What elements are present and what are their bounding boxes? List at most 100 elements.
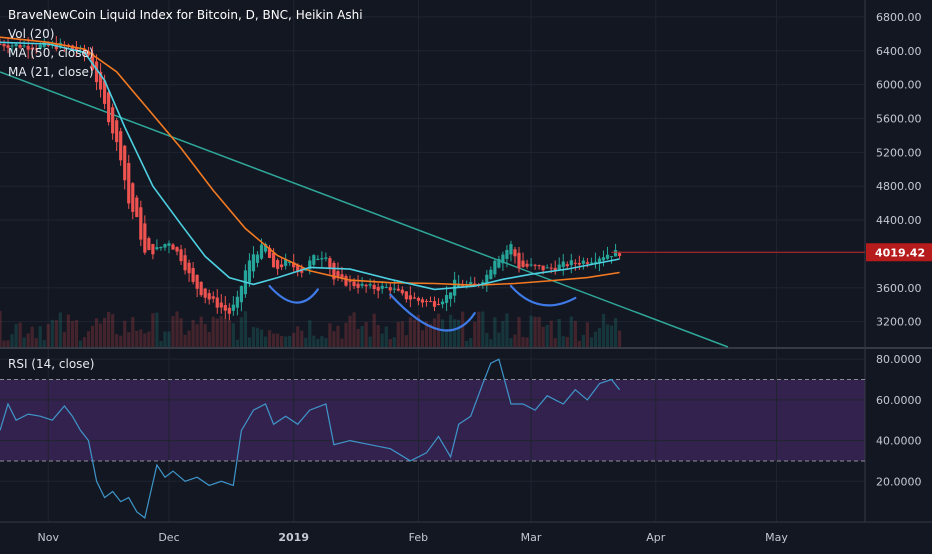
- volume-bar: [412, 319, 416, 347]
- volume-bar: [505, 313, 509, 347]
- volume-bar: [66, 314, 70, 347]
- volume-bar: [159, 340, 163, 347]
- candle-body: [255, 254, 260, 263]
- volume-bar: [473, 321, 477, 347]
- candle-body: [199, 281, 203, 296]
- candle-body: [203, 288, 207, 298]
- candle-body: [2, 44, 6, 47]
- candle-body: [569, 260, 573, 266]
- volume-bar: [601, 313, 606, 347]
- volume-bar: [489, 339, 493, 347]
- volume-bar: [187, 330, 191, 347]
- main-legend: BraveNewCoin Liquid Index for Bitcoin, D…: [8, 6, 363, 82]
- volume-bars: [0, 311, 622, 347]
- rsi-legend[interactable]: RSI (14, close): [8, 357, 95, 371]
- time-tick-label: Dec: [158, 531, 179, 544]
- candle-body: [147, 238, 151, 250]
- candle-body: [380, 285, 384, 289]
- candle-body: [219, 302, 223, 308]
- volume-bar: [82, 337, 87, 347]
- volume-bar: [585, 322, 589, 347]
- volume-bar: [593, 331, 598, 347]
- volume-bar: [340, 338, 344, 347]
- volume-bar: [549, 320, 553, 347]
- candle-body: [553, 267, 557, 271]
- candle-body: [356, 283, 360, 288]
- candle-body: [428, 301, 433, 303]
- volume-bar: [284, 336, 288, 347]
- price-tick-label: 3600.00: [876, 282, 922, 295]
- candle-body: [54, 44, 58, 50]
- volume-bar: [424, 321, 429, 347]
- candle-body: [388, 287, 392, 291]
- candle-body: [501, 254, 505, 264]
- volume-bar: [46, 324, 50, 347]
- volume-bar: [300, 330, 304, 347]
- volume-bar: [609, 325, 614, 347]
- volume-bar: [404, 335, 408, 347]
- candle-body: [155, 247, 159, 250]
- candle-body: [231, 304, 235, 311]
- volume-bar: [328, 323, 332, 347]
- candle-body: [505, 249, 509, 259]
- volume-bar: [376, 325, 380, 347]
- candle-body: [340, 274, 344, 279]
- candle-body: [432, 301, 437, 307]
- candle-body: [461, 285, 465, 287]
- candle-body: [14, 44, 18, 47]
- candle-body: [384, 286, 388, 288]
- volume-bar: [388, 339, 392, 347]
- volume-bar: [408, 317, 412, 347]
- candle-body: [324, 257, 328, 259]
- volume-bar: [139, 329, 143, 347]
- candle-body: [183, 255, 187, 271]
- rsi-tick-label: 40.0000: [876, 435, 922, 448]
- volume-bar: [617, 330, 622, 347]
- candle-body: [74, 47, 79, 52]
- volume-bar: [115, 334, 119, 347]
- time-tick-label: Nov: [38, 531, 60, 544]
- candle-body: [280, 264, 284, 268]
- volume-bar: [613, 318, 618, 347]
- volume-bar: [517, 317, 521, 347]
- price-tick-label: 6000.00: [876, 79, 922, 92]
- right-shoulder-arc: [509, 284, 577, 307]
- legend-vol[interactable]: Vol (20): [8, 27, 55, 41]
- volume-bar: [529, 315, 533, 347]
- candle-body: [368, 284, 372, 286]
- candle-body: [139, 207, 143, 240]
- volume-bar: [457, 319, 461, 347]
- volume-bar: [296, 326, 300, 347]
- volume-bar: [215, 318, 219, 347]
- time-tick-label: Feb: [409, 531, 428, 544]
- volume-bar: [312, 335, 316, 347]
- volume-bar: [54, 320, 58, 347]
- candle-body: [593, 261, 598, 263]
- volume-bar: [135, 330, 139, 347]
- candle-body: [497, 258, 501, 268]
- legend-ma50[interactable]: MA (50, close): [8, 46, 94, 60]
- volume-bar: [207, 332, 211, 347]
- candle-body: [372, 284, 376, 290]
- volume-bar: [501, 321, 505, 347]
- candle-body: [235, 296, 239, 308]
- candle-body: [541, 265, 545, 271]
- volume-bar: [360, 325, 364, 347]
- price-tick-label: 6400.00: [876, 45, 922, 58]
- price-tick-label: 3200.00: [876, 316, 922, 329]
- legend-ma21[interactable]: MA (21, close): [8, 65, 94, 79]
- candle-body: [90, 53, 95, 70]
- candle-body: [276, 260, 280, 269]
- candle-body: [533, 264, 537, 266]
- time-tick-label: 2019: [278, 531, 309, 544]
- candle-body: [94, 61, 99, 83]
- candle-body: [352, 281, 356, 287]
- candle-body: [30, 47, 34, 50]
- price-tick-label: 5200.00: [876, 146, 922, 159]
- candle-body: [18, 45, 22, 48]
- volume-bar: [589, 337, 594, 347]
- volume-bar: [255, 327, 260, 347]
